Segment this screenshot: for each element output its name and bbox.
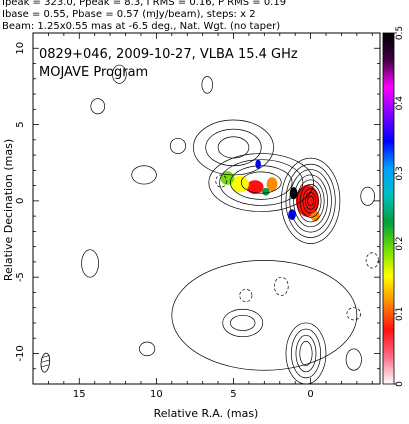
- y-tick-label: -10: [15, 345, 26, 361]
- x-tick-label: 15: [73, 389, 86, 400]
- header-base-stats: Ibase = 0.55, Pbase = 0.57 (mJy/beam), s…: [2, 9, 256, 20]
- y-tick-label: 10: [15, 42, 26, 55]
- header-peak-stats: Ipeak = 323.0, Ppeak = 8.3, I RMS = 0.16…: [2, 0, 287, 8]
- colorbar-ticks: 0.5 0.4 0.3 0.2 0.1 0: [394, 26, 405, 387]
- contour-southern-feature: [299, 340, 313, 367]
- colorbar-tick-label: 0: [395, 381, 405, 387]
- header-beam-info: Beam: 1.25x0.55 mas at -6.5 deg., Nat. W…: [2, 21, 281, 32]
- contour-core: [302, 188, 319, 214]
- colorbar: [382, 32, 395, 385]
- contour-southern-feature: [290, 328, 321, 379]
- contour-southern-knot: [222, 308, 264, 338]
- contour-noise-6: [81, 249, 99, 278]
- x-tick-label: 0: [307, 389, 313, 400]
- y-axis-label: Relative Decination (mas): [2, 139, 15, 281]
- negative-contour-layer: [215, 174, 379, 321]
- polarization-band: [255, 159, 261, 169]
- colorbar-tick-label: 0.2: [395, 236, 405, 250]
- x-axis-label: Relative R.A. (mas): [154, 407, 259, 420]
- colorbar-tick-label: 0.4: [395, 96, 405, 111]
- beam-layer: [40, 352, 51, 373]
- beam-hatch: [41, 359, 50, 363]
- contour-inner-jet: [240, 171, 282, 194]
- contour-noise-5: [131, 165, 157, 185]
- contour-core: [289, 169, 332, 233]
- polarization-band: [289, 187, 298, 200]
- contour-southern-knot: [230, 314, 256, 331]
- x-tick-label: 5: [230, 389, 236, 400]
- beam-hatch: [42, 355, 50, 358]
- contour-core: [296, 179, 325, 223]
- contour-southern-feature: [295, 334, 317, 373]
- contour-inner-jet: [230, 165, 293, 200]
- x-tick-label: 10: [150, 389, 163, 400]
- contour-inner-jet: [219, 159, 304, 206]
- beam-outline: [40, 352, 51, 373]
- contour-outer-jet-north: [205, 128, 262, 167]
- contour-core: [293, 174, 328, 228]
- contour-southern-feature: [285, 322, 327, 384]
- contour-noise-7: [139, 341, 156, 357]
- plot-frame: [32, 32, 381, 385]
- contour-noise-8: [345, 348, 362, 371]
- polarization-layer: [220, 159, 320, 222]
- beam-hatch: [41, 364, 49, 368]
- polarization-band: [246, 180, 264, 195]
- contour-core: [299, 184, 322, 218]
- contour-southern-lobe: [171, 260, 358, 371]
- colorbar-tick-label: 0.3: [395, 166, 405, 180]
- contour-outer-jet-north: [193, 119, 274, 176]
- polarization-band: [262, 187, 270, 196]
- negative-contour: [215, 174, 227, 188]
- y-tick-label: -5: [15, 272, 26, 282]
- colorbar-tick-label: 0.5: [395, 26, 405, 40]
- contour-core: [307, 195, 315, 207]
- y-tick-label: 0: [15, 198, 26, 204]
- negative-contour: [365, 252, 379, 269]
- plot-title: 0829+046, 2009-10-27, VLBA 15.4 GHz: [39, 47, 298, 62]
- negative-contour: [274, 276, 289, 296]
- plot-subtitle: MOJAVE Program: [39, 65, 148, 80]
- polarization-band: [266, 177, 278, 191]
- contour-inner-jet: [208, 153, 315, 212]
- contour-noise-9: [360, 186, 375, 206]
- y-tick-label: 5: [15, 121, 26, 127]
- contour-noise-2: [90, 98, 106, 115]
- contour-noise-4: [201, 76, 214, 94]
- polarization-band: [220, 171, 235, 185]
- axis-ticks: 15 10 5 0 10 5 0 -5 -10: [15, 32, 380, 400]
- negative-contour: [346, 307, 362, 321]
- contour-core: [280, 157, 341, 244]
- intensity-contour-layer: [81, 64, 375, 384]
- beam-ellipse: [40, 352, 51, 373]
- negative-contour: [239, 289, 253, 302]
- colorbar-tick-label: 0.1: [395, 307, 405, 321]
- contour-noise-3: [169, 137, 187, 154]
- contour-noise-1: [112, 64, 127, 84]
- contour-outer-jet-north: [217, 136, 250, 159]
